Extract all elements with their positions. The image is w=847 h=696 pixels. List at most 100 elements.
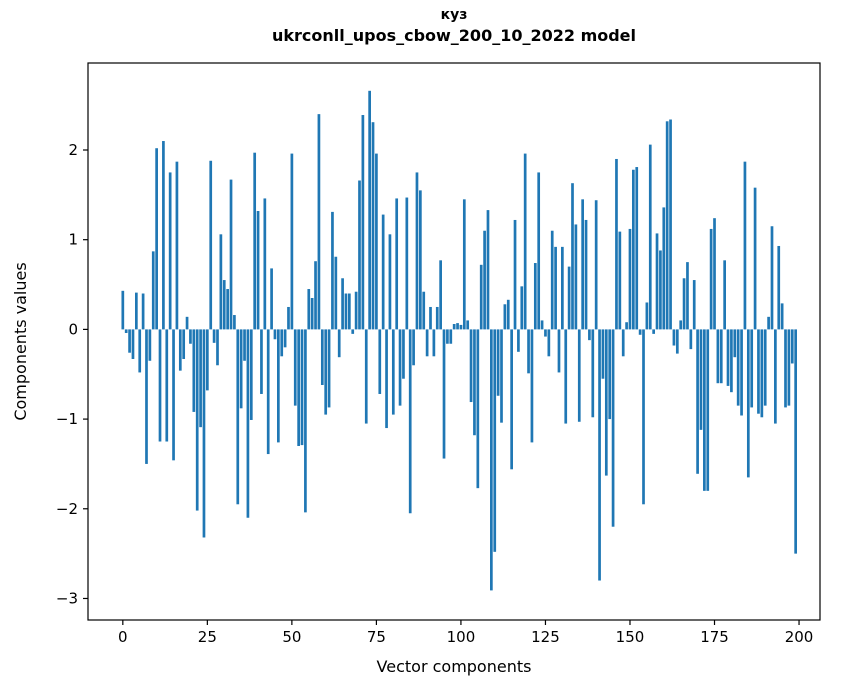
bar <box>402 329 405 379</box>
bar <box>263 198 267 330</box>
bar <box>713 218 716 330</box>
bar <box>202 329 206 538</box>
bar <box>567 266 571 330</box>
bar <box>327 329 331 408</box>
bar <box>381 214 385 330</box>
bar <box>256 211 260 330</box>
bar <box>442 329 446 459</box>
y-axis-tick-label: 2 <box>68 141 78 159</box>
bar <box>645 302 649 330</box>
bar <box>331 211 334 330</box>
bar <box>787 329 791 406</box>
bar <box>324 329 328 415</box>
bar <box>270 268 273 330</box>
bar <box>753 187 757 330</box>
bar <box>648 144 652 330</box>
bar <box>611 329 615 527</box>
bar <box>341 278 344 330</box>
bar <box>368 90 371 330</box>
bar <box>490 329 493 591</box>
bar <box>456 323 459 330</box>
bar <box>351 329 355 334</box>
bar <box>236 329 240 505</box>
x-axis-tick-label: 75 <box>367 628 386 646</box>
bar <box>391 329 395 415</box>
bar <box>405 197 409 330</box>
bar <box>530 329 534 443</box>
x-axis-tick-label: 25 <box>198 628 217 646</box>
bar <box>195 329 199 511</box>
bar <box>706 329 710 491</box>
bar <box>158 329 162 442</box>
bar <box>432 329 436 357</box>
bar <box>662 207 666 330</box>
bar <box>273 329 277 340</box>
bar <box>608 329 612 420</box>
bar <box>743 161 747 330</box>
bar <box>547 329 551 357</box>
bar <box>665 121 669 330</box>
bar <box>527 329 530 374</box>
bar <box>642 329 645 505</box>
bar <box>672 329 676 346</box>
bar <box>148 329 152 361</box>
bar <box>337 329 341 358</box>
chart-title-block: куз ukrconll_upos_cbow_200_10_2022 model <box>88 6 820 46</box>
bar <box>564 329 568 424</box>
bar <box>669 119 672 330</box>
bar <box>736 329 740 406</box>
bar <box>581 199 584 330</box>
bar <box>615 158 618 330</box>
x-axis-tick-label: 175 <box>700 628 729 646</box>
bar <box>395 198 399 330</box>
bar <box>348 293 351 330</box>
x-axis-tick-label: 50 <box>282 628 301 646</box>
bar <box>709 228 713 330</box>
bar <box>682 278 686 330</box>
bar <box>510 329 513 470</box>
bar <box>503 304 507 330</box>
bar <box>307 289 311 330</box>
bar <box>317 114 321 330</box>
bar <box>537 172 541 330</box>
bar <box>679 320 683 330</box>
bar <box>659 250 662 330</box>
bar <box>763 329 767 406</box>
bar <box>692 280 696 330</box>
bar <box>419 190 422 330</box>
bar <box>206 329 209 391</box>
bar <box>226 289 229 330</box>
bar <box>459 324 463 330</box>
bar <box>334 256 338 330</box>
bar <box>293 329 297 406</box>
bar <box>655 233 659 330</box>
bar <box>354 291 358 330</box>
bar <box>222 280 226 330</box>
bar <box>344 293 348 330</box>
bar <box>571 183 574 330</box>
bar <box>574 224 578 330</box>
bar <box>375 153 378 330</box>
bar <box>253 152 257 330</box>
bar <box>364 329 368 424</box>
bar <box>469 329 473 403</box>
bar <box>178 329 182 371</box>
bar <box>557 329 561 373</box>
chart-title: куз <box>440 7 468 23</box>
bar <box>476 329 480 489</box>
bar <box>554 246 557 330</box>
bar <box>696 329 699 474</box>
bar <box>757 329 760 414</box>
bar <box>544 329 547 337</box>
bar <box>371 122 375 330</box>
bar <box>300 329 304 446</box>
bar <box>168 172 172 330</box>
bar <box>246 329 250 518</box>
bar <box>128 329 131 353</box>
bar <box>652 329 655 334</box>
bar <box>172 329 175 461</box>
bar <box>138 329 142 373</box>
bar <box>429 306 432 330</box>
y-axis-tick-label: −1 <box>56 410 78 428</box>
